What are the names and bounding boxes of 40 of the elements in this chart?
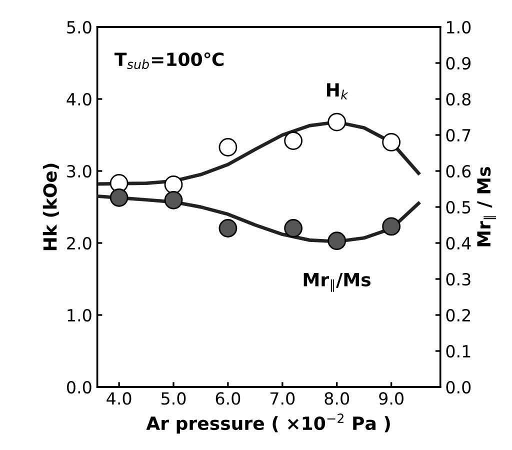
- x-tick-label: 9.0: [379, 392, 404, 405]
- point: [328, 112, 346, 132]
- annotation: T$_{sub}$=100℃: [114, 52, 224, 70]
- y2-tick-label: 0.8: [446, 92, 471, 106]
- series-label: Mr$_{∥}$/Ms: [304, 273, 371, 292]
- x-axis-title: Ar pressure ( ×10$^{−2}$ Pa ): [146, 414, 390, 434]
- y-tick-label: 1.0: [68, 308, 92, 322]
- point: [164, 190, 183, 210]
- x-tick-label: 5.0: [162, 392, 186, 405]
- x-tick-label: 6.0: [216, 392, 240, 405]
- y2-tick-label: 0.0: [446, 380, 471, 394]
- y2-tick-label: 0.2: [446, 308, 470, 322]
- y2-tick-label: 0.1: [446, 344, 470, 358]
- y2-tick-label: 0.4: [446, 236, 471, 250]
- y-tick-label: 4.0: [66, 92, 92, 106]
- y-tick-label: 2.0: [67, 236, 92, 250]
- y2-tick-label: 0.3: [446, 272, 470, 286]
- point: [218, 138, 238, 156]
- x-tick-label: 7.0: [270, 392, 295, 405]
- y-axis-title: Hk (kOe): [42, 164, 59, 250]
- y2-tick-label: 1.0: [447, 20, 471, 34]
- y-tick-label: 3.0: [67, 164, 92, 178]
- point: [382, 133, 401, 152]
- y2-tick-label: 0.7: [446, 128, 470, 142]
- point: [284, 132, 303, 150]
- point: [328, 232, 346, 250]
- y2-tick-label: 0.6: [446, 164, 471, 178]
- point: [110, 188, 128, 207]
- x-tick-label: 4.0: [106, 392, 132, 405]
- point: [382, 217, 401, 236]
- y-tick-label: 0.0: [67, 380, 92, 394]
- x-tick-label: 8.0: [324, 392, 350, 405]
- y-tick-label: 5.0: [67, 20, 92, 34]
- y2-tick-label: 0.5: [446, 200, 470, 214]
- y2-tick-label: 0.9: [446, 56, 471, 70]
- point: [284, 219, 303, 238]
- point: [218, 219, 238, 238]
- y2-axis-title: Mr$_{∥}$ / Ms: [477, 167, 496, 246]
- point: [164, 175, 183, 194]
- series-label: H$_{k}$: [326, 83, 348, 100]
